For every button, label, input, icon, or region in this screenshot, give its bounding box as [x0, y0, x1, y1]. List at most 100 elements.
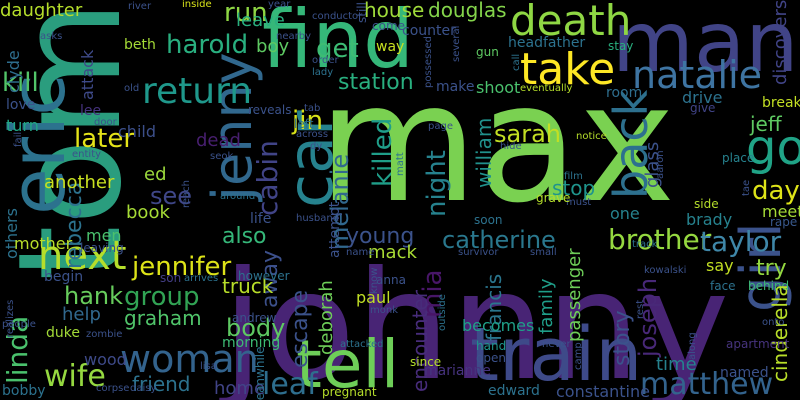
- word-book: book: [126, 202, 170, 223]
- word-aaron: aaron: [655, 150, 666, 179]
- word-face: face: [710, 279, 736, 293]
- word-make: make: [436, 79, 475, 95]
- word-leaving: leaving: [80, 241, 124, 255]
- word-edward: edward: [488, 383, 540, 399]
- word-open: open: [476, 351, 506, 365]
- word-family: family: [536, 278, 557, 334]
- word-conductor: conductor: [312, 11, 363, 22]
- word-day: day: [752, 176, 800, 206]
- word-several: several: [451, 25, 462, 62]
- word-cinderella: cinderella: [768, 284, 792, 382]
- word-see: see: [150, 182, 193, 210]
- word-pregnant: pregnant: [322, 385, 377, 399]
- word-lisa: lisa: [200, 361, 217, 372]
- word-passenger: passenger: [564, 248, 585, 342]
- word-morning: morning: [222, 335, 281, 351]
- word-nearby: nearby: [276, 31, 311, 42]
- word-zombie: zombie: [86, 329, 123, 340]
- word-graham: graham: [124, 306, 202, 330]
- word-rest: rest: [635, 299, 646, 319]
- word-run: run: [224, 0, 268, 28]
- word-night: night: [422, 150, 452, 217]
- word-side: side: [694, 197, 719, 211]
- word-one: one: [610, 204, 640, 223]
- word-rape: rape: [770, 215, 798, 229]
- word-johnny: johnny: [222, 240, 730, 400]
- word-behind: behind: [748, 279, 790, 293]
- word-next: next: [38, 233, 127, 279]
- word-also: also: [222, 224, 267, 249]
- word-marianne: marianne: [424, 363, 491, 379]
- word-constantine: constantine: [556, 382, 650, 400]
- word-meanwhile: meanwhile: [253, 346, 267, 400]
- word-natalie: natalie: [632, 53, 763, 97]
- word-catherine: catherine: [442, 226, 556, 254]
- word-matthew: matthew: [640, 367, 774, 400]
- word-seok: seok: [210, 151, 234, 162]
- word-child: child: [118, 122, 156, 141]
- word-paul: paul: [356, 288, 391, 307]
- word-attempt: attempt: [327, 201, 343, 258]
- word-truck: truck: [222, 274, 274, 298]
- word-small: small: [530, 247, 557, 258]
- word-say: say: [706, 256, 734, 275]
- word-soon: soon: [474, 213, 503, 227]
- word-since: since: [410, 355, 442, 369]
- word-escape: escape: [288, 289, 313, 368]
- word-men: men: [86, 226, 122, 245]
- word-door: door: [94, 117, 117, 128]
- word-group: group: [124, 282, 200, 312]
- word-grave: grave: [536, 191, 571, 205]
- word-leave: leave: [236, 10, 285, 31]
- word-taylor: taylor: [700, 225, 782, 258]
- word-story: story: [610, 310, 635, 366]
- word-leaf: leaf: [262, 367, 318, 400]
- word-must: must: [566, 197, 592, 208]
- word-onto: onto: [762, 317, 785, 328]
- word-dead: dead: [196, 130, 241, 151]
- word-survivor: survivor: [458, 247, 499, 258]
- word-arrives: arrives: [184, 273, 219, 284]
- word-another: another: [44, 172, 115, 193]
- word-son: son: [160, 271, 182, 285]
- word-harold: harold: [166, 30, 249, 60]
- word-attacked: attacked: [340, 339, 384, 350]
- word-page: page: [428, 121, 453, 132]
- word-call: call: [511, 53, 522, 71]
- word-reveals: reveals: [248, 103, 292, 117]
- word-named: named: [720, 365, 769, 381]
- word-outside: outside: [437, 294, 448, 331]
- word-discovers: discovers: [770, 0, 791, 85]
- word-never: never: [542, 339, 571, 350]
- word-hand: hand: [476, 339, 507, 353]
- word-entity: entity: [72, 149, 102, 160]
- word-time: time: [656, 354, 697, 375]
- word-inside: inside: [182, 0, 212, 10]
- word-tae: tae: [741, 179, 752, 196]
- word-lady: lady: [312, 67, 334, 78]
- word-later: later: [74, 124, 135, 154]
- word-realizes: realizes: [5, 299, 16, 338]
- word-husband: husband: [296, 213, 340, 224]
- word-hide: hide: [500, 141, 522, 152]
- word-life: life: [250, 211, 272, 227]
- word-cabin: cabin: [251, 140, 284, 216]
- word-mack: mack: [368, 242, 417, 263]
- word-love: love: [6, 97, 36, 113]
- word-matt: matt: [395, 152, 406, 176]
- word-try: try: [756, 256, 787, 281]
- word-becomes: becomes: [462, 316, 535, 335]
- word-place: place: [722, 151, 755, 165]
- word-river: river: [128, 1, 152, 12]
- word-shoot: shoot: [476, 78, 521, 97]
- word-tab: tab: [304, 103, 321, 114]
- word-home: home: [214, 378, 266, 399]
- word-andrew: andrew: [232, 311, 277, 325]
- word-around: around: [220, 191, 256, 202]
- word-deborah: deborah: [316, 280, 337, 355]
- word-house: house: [364, 0, 425, 22]
- word-clyde: clyde: [4, 50, 23, 93]
- word-sarah: sarah: [494, 120, 561, 148]
- word-reach: reach: [181, 179, 192, 208]
- word-attack: attack: [78, 49, 97, 100]
